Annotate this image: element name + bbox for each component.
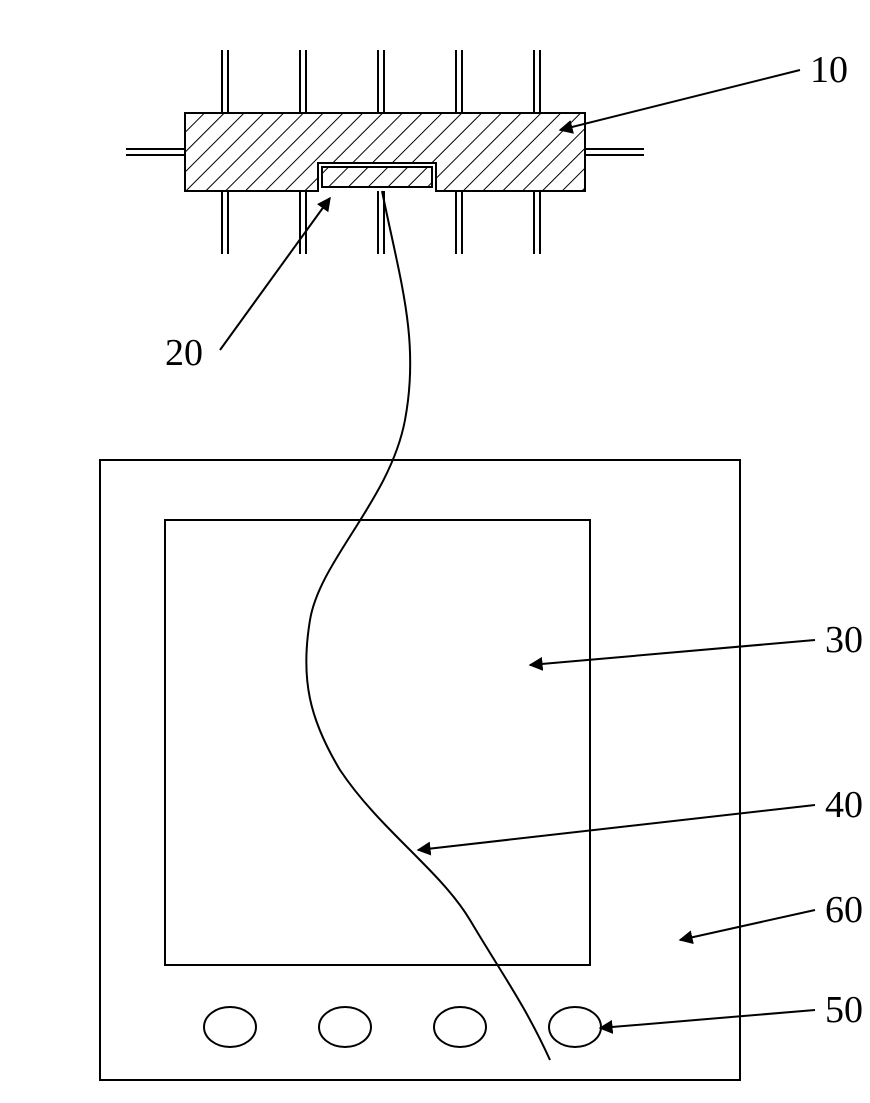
arrow-10-leader (560, 70, 800, 130)
top-pin-0 (222, 50, 228, 113)
cable (306, 191, 550, 1060)
arrow-50-leader (600, 1010, 815, 1028)
label-20: 20 (165, 332, 203, 374)
top-pin-4 (534, 50, 540, 113)
bot-pin-1 (300, 191, 306, 254)
label-10: 10 (810, 49, 848, 91)
bot-pin-4 (534, 191, 540, 254)
lower-device (100, 460, 740, 1080)
device-button-2 (434, 1007, 486, 1047)
arrow-40-leader (418, 805, 815, 850)
top-pin-3 (456, 50, 462, 113)
bot-pin-0 (222, 191, 228, 254)
arrow-60-leader (680, 910, 815, 940)
device-body (100, 460, 740, 1080)
device-button-0 (204, 1007, 256, 1047)
device-button-1 (319, 1007, 371, 1047)
notch-insert (322, 167, 432, 187)
left-pin (126, 149, 185, 155)
device-screen (165, 520, 590, 965)
arrow-30-leader (530, 640, 815, 665)
device-button-3 (549, 1007, 601, 1047)
label-40: 40 (825, 784, 863, 826)
top-pin-2 (378, 50, 384, 113)
upper-assembly (126, 50, 644, 254)
top-pin-1 (300, 50, 306, 113)
label-50: 50 (825, 989, 863, 1031)
arrow-20-leader (220, 198, 330, 350)
right-pin (585, 149, 644, 155)
label-60: 60 (825, 889, 863, 931)
bot-pin-3 (456, 191, 462, 254)
label-30: 30 (825, 619, 863, 661)
